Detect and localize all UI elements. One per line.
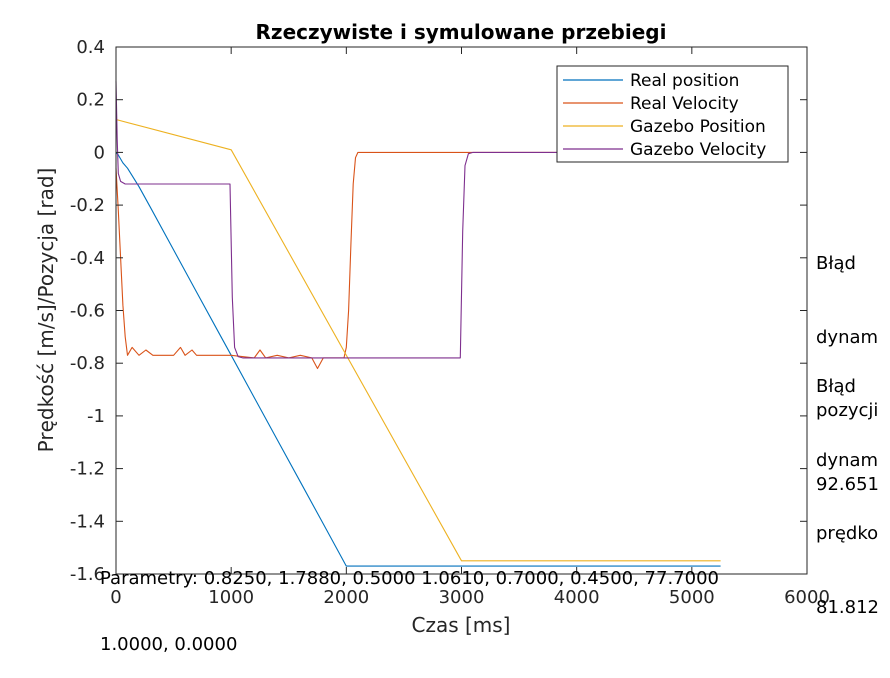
legend-label: Real Velocity <box>630 94 739 114</box>
y-tick-label: -1 <box>87 406 105 427</box>
parameters-line-2: 1.0000, 0.0000 <box>100 634 238 655</box>
parameters-line-1: Parametry: 0.8250, 1.7880, 0.5000 1.0610… <box>100 568 719 589</box>
y-tick-label: -0.8 <box>70 353 105 374</box>
x-axis-label: Czas [ms] <box>411 613 510 637</box>
parameters-text: Parametry: 0.8250, 1.7880, 0.5000 1.0610… <box>100 524 719 678</box>
y-tick-label: -1.4 <box>70 511 105 532</box>
y-tick-label: 0.2 <box>76 90 105 111</box>
y-tick-label: -0.6 <box>70 301 105 322</box>
legend: Real position Real Velocity Gazebo Positio… <box>556 65 789 163</box>
velocity-error-line: dynam <box>816 449 879 471</box>
y-tick-label: 0 <box>94 142 105 163</box>
series-line-1 <box>115 152 721 567</box>
ticks-layer: 0 1000 2000 3000 4000 5000 6000 0.4 0.2 0 -0.2 -0.4… <box>70 37 830 608</box>
position-error-line: dynam <box>816 326 879 348</box>
x-tick-label: 3000 <box>439 587 485 608</box>
series-layer <box>115 81 721 567</box>
velocity-error-value: 81.812 <box>816 596 879 618</box>
series-line-3 <box>115 118 721 562</box>
position-error-line: Błąd <box>816 253 856 274</box>
legend-label: Gazebo Position <box>630 117 766 137</box>
x-tick-label: 2000 <box>323 587 369 608</box>
series-line-4 <box>115 81 721 359</box>
position-error-value: 92.651 <box>816 473 879 495</box>
x-tick-label: 0 <box>110 587 121 608</box>
position-error-text: Błąd dynam pozycji 92.651 <box>816 203 879 522</box>
velocity-error-line: prędko <box>816 523 879 544</box>
y-tick-label: 0.4 <box>76 37 105 58</box>
position-error-line: pozycji <box>816 400 879 421</box>
x-tick-label: 6000 <box>784 587 830 608</box>
legend-label: Gazebo Velocity <box>630 140 766 160</box>
y-tick-label: -0.2 <box>70 195 105 216</box>
chart: Rzeczywiste i symulowane przebiegi 0 1000… <box>34 20 830 637</box>
y-tick-label: -1.6 <box>70 564 105 585</box>
y-axis-label: Prędkość [m/s]/Pozycja [rad] <box>34 168 58 453</box>
series-line-2 <box>115 151 721 370</box>
legend-label: Real position <box>630 71 739 91</box>
legend-box <box>556 65 789 163</box>
x-tick-label: 1000 <box>208 587 254 608</box>
y-tick-label: -0.4 <box>70 248 105 269</box>
velocity-error-line: Błąd <box>816 376 856 397</box>
chart-title: Rzeczywiste i symulowane przebiegi <box>256 20 667 44</box>
velocity-error-text: Błąd dynam prędko 81.812 <box>816 326 879 645</box>
x-tick-label: 5000 <box>669 587 715 608</box>
y-tick-label: -1.2 <box>70 459 105 480</box>
x-tick-label: 4000 <box>554 587 600 608</box>
